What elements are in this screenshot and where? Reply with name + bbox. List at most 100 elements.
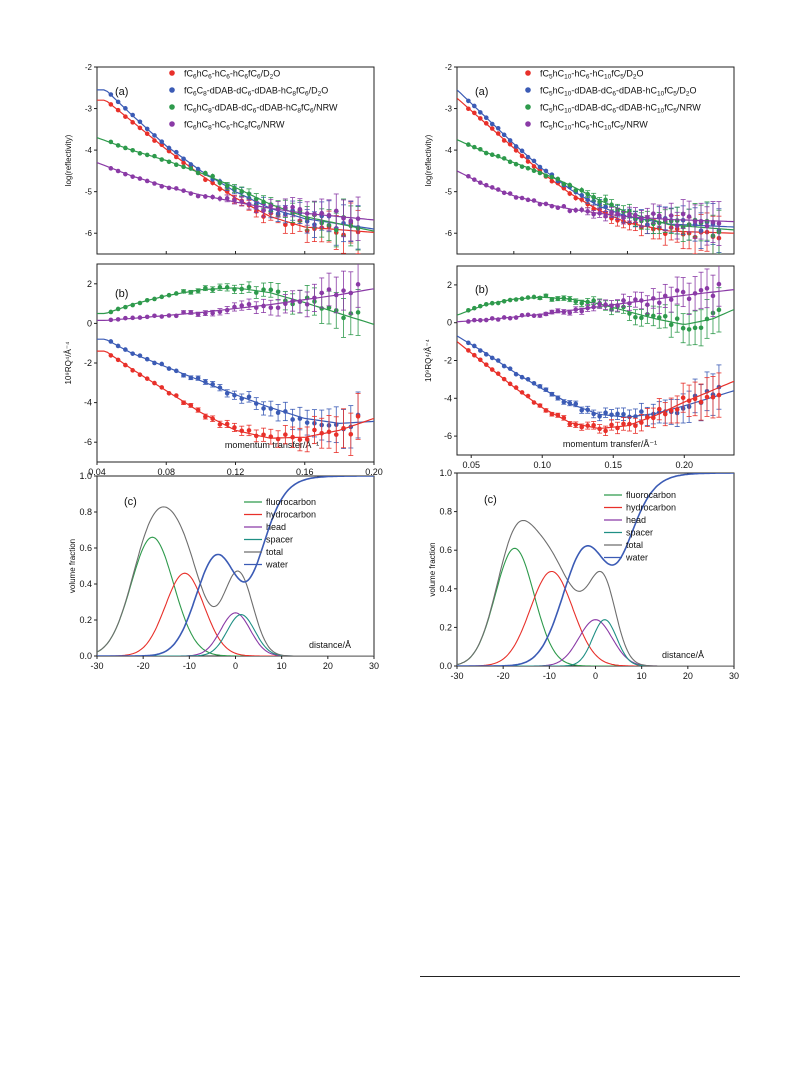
data-point-purple (531, 313, 537, 319)
data-point-purple (591, 212, 596, 217)
data-point-red (152, 138, 157, 143)
legend-text-part: 2 (686, 91, 690, 98)
data-point-green (319, 306, 325, 311)
panel-label: (b) (115, 288, 128, 300)
y-tick-label: -2 (445, 63, 453, 72)
legend-entry: fC5​hC10​-hC6​-hC10​fC5​/NRW (540, 120, 648, 132)
y-tick-label: 0.4 (79, 579, 92, 589)
data-point-blue (531, 158, 537, 164)
legend-marker (525, 121, 531, 127)
data-point-green (519, 296, 525, 302)
data-point-blue (166, 366, 172, 371)
data-point-red (495, 131, 501, 136)
data-point-blue (159, 361, 165, 367)
data-point-purple (513, 315, 519, 320)
legend-entry: fC6​hC8​-dDAB-dC6​-dDAB-hC8​fC6​/NRW (184, 103, 338, 115)
data-point-purple (507, 315, 513, 321)
data-point-purple (627, 211, 632, 217)
legend-text-part: 10 (604, 74, 612, 81)
data-point-purple (537, 201, 543, 207)
data-point-purple (115, 168, 121, 174)
data-point-green (507, 297, 513, 303)
data-point-green (239, 189, 245, 194)
data-point-purple (495, 317, 501, 322)
chart-right-c: 0.0 0.2 0.4 0.6 0.8 1.0 -30 -20 -10 0 10 20 30 volume… (428, 468, 739, 681)
data-point-blue (123, 106, 128, 111)
legend-entry: fC6​hC8​-hC6​-hC8​fC6​/NRW (184, 120, 285, 132)
data-point-purple (181, 310, 186, 315)
legend-text-part: O (273, 69, 280, 79)
data-point-red (466, 106, 471, 112)
data-point-red (283, 222, 288, 227)
data-point-purple (304, 211, 310, 216)
legend-text-part: fC (184, 69, 194, 79)
legend-marker (169, 87, 175, 93)
data-point-blue (268, 406, 274, 411)
data-point-purple (188, 310, 194, 315)
data-point-purple (662, 217, 668, 222)
legend-text-part: hC (553, 120, 565, 130)
data-point-blue (519, 148, 525, 154)
data-point-green (239, 286, 245, 292)
fit-line-blue (457, 335, 734, 418)
data-point-purple (283, 301, 288, 307)
x-tick-label: 0.15 (604, 460, 622, 470)
data-point-red (137, 125, 143, 131)
data-point-green (275, 289, 281, 295)
data-point-blue (108, 339, 114, 344)
legend-text-part: 5 (673, 91, 677, 98)
data-point-green (472, 305, 477, 311)
data-point-blue (549, 391, 555, 397)
data-point-green (698, 325, 704, 331)
data-point-purple (108, 166, 114, 171)
x-tick-label: -30 (90, 661, 103, 671)
data-point-green (166, 159, 172, 165)
legend-text-part: 5 (549, 91, 553, 98)
x-tick-label: -20 (497, 671, 510, 681)
data-point-red (239, 428, 245, 434)
legend-text-part: -dDAB-hC (616, 103, 658, 113)
x-tick-label: 0.20 (365, 467, 383, 477)
data-point-red (495, 371, 501, 376)
data-point-green (137, 300, 143, 306)
data-point-blue (239, 396, 245, 401)
legend-text-part: O (637, 69, 644, 79)
data-point-red (232, 425, 237, 430)
data-point-purple (217, 309, 223, 315)
data-point-red (549, 411, 555, 417)
curve-hydrocarbon (457, 570, 734, 666)
data-point-blue (195, 166, 201, 172)
data-point-purple (579, 207, 585, 213)
data-point-red (477, 357, 483, 363)
legend-text-part: 8 (208, 125, 212, 132)
data-point-green (173, 291, 179, 296)
data-point-green (224, 183, 230, 189)
panel-label: (a) (115, 86, 128, 98)
data-point-red (698, 399, 704, 405)
data-point-red (519, 153, 525, 159)
data-point-purple (627, 301, 632, 306)
y-tick-label: 0.8 (439, 507, 452, 517)
data-point-red (341, 425, 346, 431)
data-point-red (188, 403, 194, 408)
legend-text-part: fC (296, 86, 306, 96)
y-axis-label: volume fraction (428, 542, 437, 596)
data-point-blue (173, 149, 179, 155)
data-point-green (246, 284, 252, 290)
legend-text-part: 2 (633, 74, 637, 81)
data-point-blue (501, 132, 507, 138)
data-point-blue (507, 138, 513, 143)
legend-text-part: fC (540, 69, 550, 79)
data-point-blue (152, 133, 157, 138)
legend-marker (525, 87, 531, 93)
plot-frame (456, 66, 735, 255)
data-point-green (152, 153, 157, 159)
data-point-red (210, 416, 215, 421)
data-point-blue (173, 368, 179, 374)
data-point-blue (130, 112, 135, 118)
y-axis-label: 10⁹RQ⁴/Å⁻⁴ (424, 338, 433, 382)
data-point-purple (326, 287, 332, 292)
data-point-red (615, 425, 620, 431)
data-point-red (645, 415, 650, 420)
